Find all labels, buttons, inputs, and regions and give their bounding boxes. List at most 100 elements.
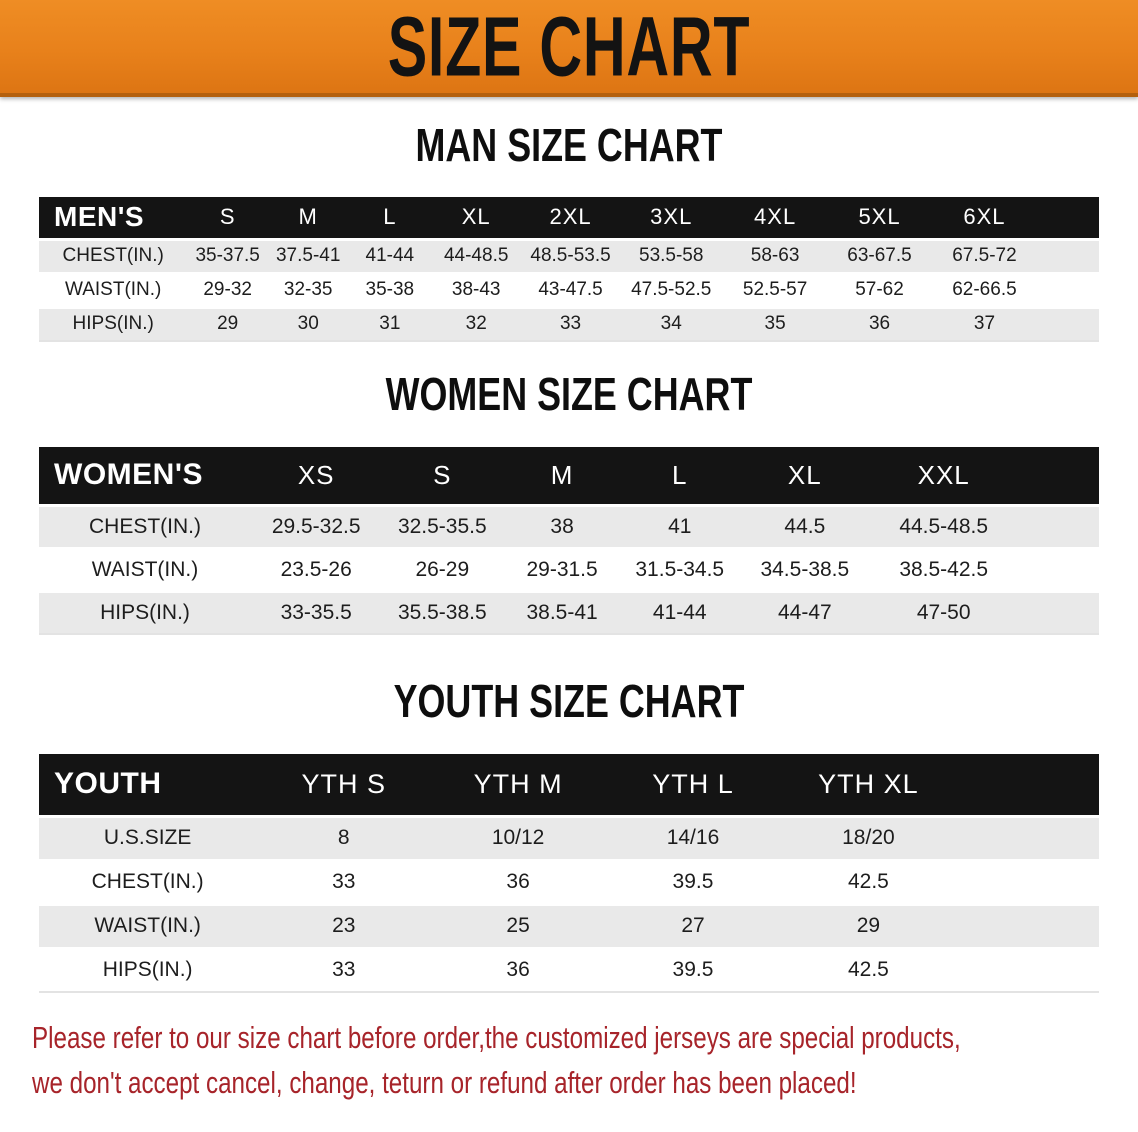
women-size-table: WOMEN'S XS S M L XL XXL CHEST(IN.) 29.5-… <box>39 447 1099 635</box>
women-header-row: WOMEN'S XS S M L XL XXL <box>39 447 1099 505</box>
measurement-cell: 41-44 <box>652 600 707 624</box>
measurement-cell: 53.5-58 <box>639 245 704 266</box>
measurement-cell: 47-50 <box>916 600 971 624</box>
measurement-cell: 41 <box>668 514 692 538</box>
disclaimer-line-2: we don't accept cancel, change, teturn o… <box>32 1065 857 1100</box>
measurement-cell: 36 <box>506 958 530 982</box>
measurement-cell: 33 <box>332 958 356 982</box>
youth-chest-row: CHEST(IN.) 33 36 39.5 42.5 <box>39 860 1099 904</box>
women-section: WOMEN SIZE CHART WOMEN'S XS S M L XL XXL <box>0 370 1138 635</box>
measurement-cell: 44-47 <box>777 600 832 624</box>
spacer-cell <box>956 860 1099 904</box>
measurement-cell: 47.5-52.5 <box>631 279 712 300</box>
measurement-cell: 41-44 <box>365 245 415 266</box>
measurement-cell: 29-31.5 <box>526 557 598 581</box>
measurement-cell: 25 <box>506 914 530 937</box>
measurement-cell: 42.5 <box>847 870 889 893</box>
size-header-cell: S <box>433 459 452 490</box>
page-title: SIZE CHART <box>387 0 751 94</box>
measurement-cell: 38.5-41 <box>526 600 598 624</box>
size-header-cell: YTH M <box>473 768 563 799</box>
measurement-cell: 29 <box>217 313 239 335</box>
measurement-cell: 37 <box>973 313 996 335</box>
measurement-cell: 42.5 <box>847 958 889 982</box>
size-header-cell: XXL <box>917 459 970 490</box>
measurement-cell: 18/20 <box>842 826 895 849</box>
men-size-table: MEN'S S M L XL 2XL 3XL 4XL 5XL 6XL CHEST… <box>39 197 1099 342</box>
spacer-cell <box>956 754 1099 816</box>
measurement-cell: 31.5-34.5 <box>635 557 725 581</box>
row-label: CHEST(IN.) <box>91 870 204 893</box>
measurement-cell: 48.5-53.5 <box>530 245 611 266</box>
measurement-cell: 44.5 <box>784 514 826 538</box>
measurement-cell: 44.5-48.5 <box>899 514 989 538</box>
disclaimer-line-1: Please refer to our size chart before or… <box>32 1020 961 1055</box>
measurement-cell: 14/16 <box>666 826 720 849</box>
measurement-cell: 29.5-32.5 <box>271 514 361 538</box>
measurement-cell: 38 <box>550 514 574 538</box>
measurement-cell: 36 <box>868 313 891 335</box>
men-header-row: MEN'S S M L XL 2XL 3XL 4XL 5XL 6XL <box>39 197 1099 239</box>
youth-header-row: YOUTH YTH S YTH M YTH L YTH XL <box>39 754 1099 816</box>
measurement-cell: 10/12 <box>491 826 545 849</box>
size-header-cell: 2XL <box>549 204 592 230</box>
measurement-cell: 39.5 <box>672 958 714 982</box>
women-chest-row: CHEST(IN.) 29.5-32.5 32.5-35.5 38 41 44.… <box>39 505 1099 548</box>
spacer-cell <box>1037 307 1099 341</box>
women-group-label: WOMEN'S <box>54 458 203 492</box>
spacer-cell <box>1016 548 1099 591</box>
measurement-cell: 34 <box>660 313 682 335</box>
measurement-cell: 33 <box>332 870 356 893</box>
measurement-cell: 33-35.5 <box>280 600 352 624</box>
measurement-cell: 44-48.5 <box>443 245 509 266</box>
size-header-cell: L <box>672 459 688 490</box>
row-label: HIPS(IN.) <box>102 958 193 982</box>
men-section: MAN SIZE CHART MEN'S S M L XL 2XL 3XL 4X… <box>0 121 1138 342</box>
spacer-cell <box>1037 239 1099 273</box>
youth-section: YOUTH SIZE CHART YOUTH YTH S YTH M YTH L… <box>0 677 1138 993</box>
spacer-cell <box>1037 273 1099 307</box>
measurement-cell: 33 <box>559 313 582 335</box>
measurement-cell: 32 <box>465 313 487 335</box>
measurement-cell: 29-32 <box>203 279 252 300</box>
measurement-cell: 62-66.5 <box>952 279 1017 300</box>
spacer-cell <box>1016 447 1099 505</box>
measurement-cell: 27 <box>681 914 705 937</box>
size-header-cell: M <box>550 459 574 490</box>
men-waist-row: WAIST(IN.) 29-32 32-35 35-38 38-43 43-47… <box>39 273 1099 307</box>
measurement-cell: 32.5-35.5 <box>397 514 487 538</box>
measurement-cell: 37.5-41 <box>275 245 341 266</box>
size-header-cell: YTH L <box>652 768 734 799</box>
size-header-cell: L <box>383 204 397 230</box>
measurement-cell: 23.5-26 <box>280 557 352 581</box>
size-header-cell: S <box>219 204 236 230</box>
spacer-cell <box>1037 197 1099 239</box>
size-header-cell: YTH S <box>301 768 386 799</box>
spacer-cell <box>956 948 1099 992</box>
spacer-cell <box>1016 591 1099 634</box>
men-hips-row: HIPS(IN.) 29 30 31 32 33 34 35 36 37 <box>39 307 1099 341</box>
measurement-cell: 35-37.5 <box>195 245 260 266</box>
measurement-cell: 38-43 <box>451 279 501 300</box>
row-label: WAIST(IN.) <box>64 279 162 300</box>
measurement-cell: 57-62 <box>855 279 904 300</box>
women-section-title: WOMEN SIZE CHART <box>385 368 753 420</box>
measurement-cell: 35 <box>764 313 786 335</box>
men-section-title: MAN SIZE CHART <box>415 119 723 171</box>
measurement-cell: 8 <box>337 826 350 849</box>
spacer-cell <box>1016 505 1099 548</box>
measurement-cell: 35-38 <box>365 279 415 300</box>
women-hips-row: HIPS(IN.) 33-35.5 35.5-38.5 38.5-41 41-4… <box>39 591 1099 634</box>
youth-hips-row: HIPS(IN.) 33 36 39.5 42.5 <box>39 948 1099 992</box>
measurement-cell: 63-67.5 <box>847 245 912 266</box>
size-header-cell: 6XL <box>963 204 1006 230</box>
size-header-cell: XL <box>787 459 822 490</box>
measurement-cell: 32-35 <box>283 279 333 300</box>
measurement-cell: 23 <box>332 914 356 937</box>
disclaimer: Please refer to our size chart before or… <box>32 1015 1138 1105</box>
youth-size-table: YOUTH YTH S YTH M YTH L YTH XL U.S.SIZE … <box>39 754 1099 993</box>
measurement-cell: 31 <box>379 313 401 335</box>
banner: SIZE CHART <box>0 0 1138 97</box>
youth-section-title: YOUTH SIZE CHART <box>393 675 745 727</box>
size-header-cell: YTH XL <box>818 768 919 799</box>
